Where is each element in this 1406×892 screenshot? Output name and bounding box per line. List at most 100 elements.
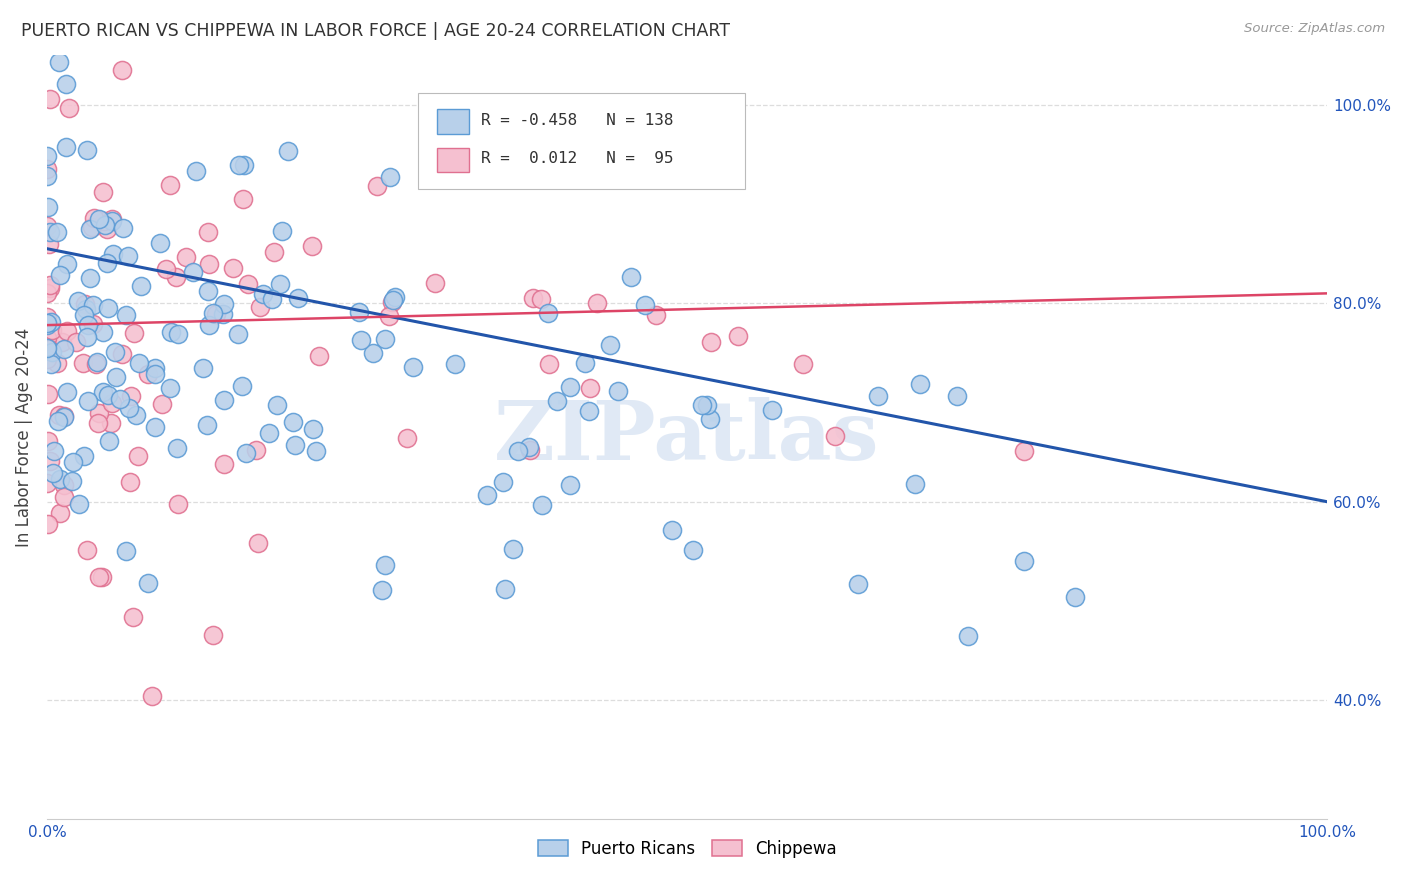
- Point: [44, 444, 66, 458]
- Point: [247, 536, 270, 550]
- Point: [86, 357, 108, 371]
- Point: [55, 384, 77, 399]
- Point: [259, 426, 281, 441]
- Point: [79, 271, 101, 285]
- Point: [644, 308, 666, 322]
- Point: [82, 317, 104, 331]
- Point: [35, 318, 58, 332]
- Point: [682, 542, 704, 557]
- Point: [87, 406, 110, 420]
- FancyBboxPatch shape: [437, 110, 470, 134]
- Point: [101, 246, 124, 260]
- Point: [35, 161, 58, 176]
- Point: [235, 446, 257, 460]
- Point: [76, 542, 98, 557]
- FancyBboxPatch shape: [437, 147, 470, 172]
- Point: [195, 417, 218, 432]
- Point: [53, 409, 76, 423]
- Point: [37, 331, 59, 345]
- Point: [665, 119, 688, 133]
- Point: [1012, 554, 1035, 568]
- Point: [53, 490, 76, 504]
- Point: [120, 389, 142, 403]
- Point: [96, 256, 118, 270]
- Point: [184, 164, 207, 178]
- Point: [287, 291, 309, 305]
- Point: [35, 351, 58, 366]
- Point: [537, 357, 560, 371]
- Point: [97, 388, 120, 402]
- Point: [270, 223, 292, 237]
- Point: [87, 416, 110, 430]
- Point: [89, 570, 111, 584]
- Point: [41, 323, 63, 337]
- Point: [761, 403, 783, 417]
- Point: [150, 397, 173, 411]
- Point: [475, 488, 498, 502]
- Point: [579, 381, 602, 395]
- Point: [127, 450, 149, 464]
- Point: [957, 629, 980, 643]
- Point: [41, 345, 63, 359]
- Point: [166, 441, 188, 455]
- Point: [128, 356, 150, 370]
- Point: [699, 412, 721, 426]
- Point: [374, 332, 396, 346]
- Point: [904, 477, 927, 491]
- Point: [546, 394, 568, 409]
- Point: [136, 367, 159, 381]
- Point: [56, 324, 79, 338]
- Point: [91, 569, 114, 583]
- Point: [301, 239, 323, 253]
- Point: [377, 309, 399, 323]
- Point: [101, 211, 124, 226]
- Point: [395, 431, 418, 445]
- Point: [122, 610, 145, 624]
- Point: [159, 381, 181, 395]
- Point: [149, 235, 172, 250]
- Text: PUERTO RICAN VS CHIPPEWA IN LABOR FORCE | AGE 20-24 CORRELATION CHART: PUERTO RICAN VS CHIPPEWA IN LABOR FORCE …: [21, 22, 730, 40]
- Point: [517, 440, 540, 454]
- Point: [52, 478, 75, 492]
- Point: [198, 318, 221, 332]
- Point: [91, 185, 114, 199]
- Point: [42, 466, 65, 480]
- Point: [117, 249, 139, 263]
- Point: [202, 305, 225, 319]
- Point: [371, 582, 394, 597]
- Point: [143, 360, 166, 375]
- Point: [212, 392, 235, 407]
- Point: [111, 63, 134, 78]
- Point: [494, 582, 516, 597]
- Text: R =  0.012   N =  95: R = 0.012 N = 95: [481, 151, 673, 166]
- Point: [380, 170, 402, 185]
- Point: [100, 416, 122, 430]
- Point: [1012, 443, 1035, 458]
- Point: [226, 327, 249, 342]
- Y-axis label: In Labor Force | Age 20-24: In Labor Force | Age 20-24: [15, 327, 32, 547]
- Point: [94, 218, 117, 232]
- Point: [423, 276, 446, 290]
- Point: [165, 270, 187, 285]
- Point: [37, 387, 59, 401]
- Point: [530, 292, 553, 306]
- Point: [502, 542, 524, 557]
- Point: [620, 269, 643, 284]
- Point: [87, 211, 110, 226]
- Point: [727, 328, 749, 343]
- Point: [599, 337, 621, 351]
- Point: [55, 14, 77, 29]
- Point: [93, 325, 115, 339]
- Point: [634, 298, 657, 312]
- Point: [530, 498, 553, 512]
- Point: [382, 293, 405, 307]
- Point: [73, 308, 96, 322]
- Point: [76, 330, 98, 344]
- Point: [38, 226, 60, 240]
- Point: [228, 158, 250, 172]
- Point: [238, 277, 260, 291]
- Point: [492, 475, 515, 489]
- Point: [86, 355, 108, 369]
- Point: [93, 214, 115, 228]
- Point: [214, 457, 236, 471]
